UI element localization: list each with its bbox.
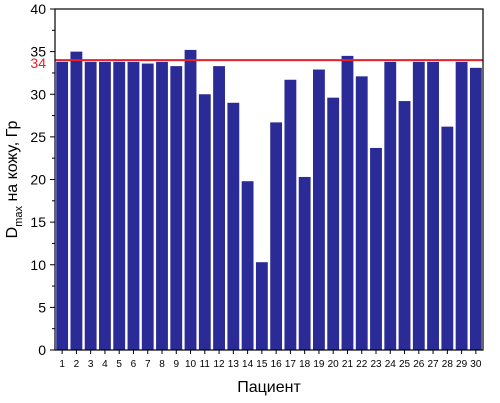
x-tick-label: 19 bbox=[313, 359, 325, 370]
x-tick-label: 14 bbox=[242, 359, 254, 370]
bar bbox=[184, 49, 197, 351]
x-tick-label: 27 bbox=[428, 359, 440, 370]
bar bbox=[355, 76, 368, 350]
bar bbox=[412, 61, 425, 350]
bar bbox=[141, 63, 154, 351]
x-tick-label: 8 bbox=[159, 359, 165, 370]
x-tick-label: 6 bbox=[131, 359, 137, 370]
y-axis-title: Dmax на кожу, Гр bbox=[4, 121, 25, 239]
x-tick-label: 24 bbox=[385, 359, 397, 370]
y-axis-title-subscript: max bbox=[13, 206, 25, 227]
y-axis-title-rest: на кожу, Гр bbox=[4, 121, 21, 206]
y-tick-label: 15 bbox=[30, 214, 46, 230]
bar-series bbox=[56, 49, 482, 351]
bar bbox=[170, 66, 183, 351]
x-tick-label: 23 bbox=[370, 359, 382, 370]
x-tick-label: 18 bbox=[299, 359, 311, 370]
bar bbox=[127, 61, 140, 350]
bar bbox=[84, 61, 97, 350]
x-tick-label: 3 bbox=[88, 359, 94, 370]
x-axis-ticks: 1 2 3 4 5 6 7 8 9 10 11 12 13 14 15 16 17 18 19 20 21 22 23 24 2… bbox=[59, 350, 482, 370]
y-tick-label: 10 bbox=[30, 257, 46, 273]
bar bbox=[441, 126, 454, 351]
x-tick-label: 15 bbox=[256, 359, 268, 370]
x-axis-title: Пациент bbox=[237, 379, 301, 396]
bar bbox=[455, 61, 468, 350]
bar bbox=[213, 66, 225, 351]
x-tick-label: 12 bbox=[214, 359, 226, 370]
x-tick-label: 17 bbox=[285, 359, 297, 370]
x-tick-label: 7 bbox=[145, 359, 151, 370]
x-tick-label: 10 bbox=[185, 359, 197, 370]
x-tick-label: 20 bbox=[328, 359, 340, 370]
y-tick-label: 35 bbox=[30, 44, 46, 60]
x-tick-label: 30 bbox=[470, 359, 482, 370]
x-tick-label: 4 bbox=[102, 359, 108, 370]
x-tick-label: 28 bbox=[442, 359, 454, 370]
y-tick-label: 30 bbox=[30, 86, 46, 102]
plot-frame bbox=[54, 8, 484, 351]
bar bbox=[270, 122, 283, 350]
bar bbox=[56, 61, 69, 350]
bar bbox=[284, 79, 297, 350]
y-axis-title-main: D bbox=[4, 227, 21, 239]
bar bbox=[398, 101, 411, 350]
y-tick-label: 5 bbox=[38, 299, 46, 315]
x-tick-label: 26 bbox=[413, 359, 425, 370]
bar bbox=[198, 94, 211, 350]
x-tick-label: 1 bbox=[59, 359, 65, 370]
x-tick-label: 25 bbox=[399, 359, 411, 370]
bar bbox=[313, 69, 325, 350]
y-tick-label: 25 bbox=[30, 129, 46, 145]
bar bbox=[227, 102, 240, 351]
x-tick-label: 2 bbox=[74, 359, 80, 370]
x-tick-label: 29 bbox=[456, 359, 468, 370]
bar bbox=[427, 61, 439, 350]
x-tick-label: 21 bbox=[342, 359, 354, 370]
bar bbox=[70, 51, 83, 350]
bar bbox=[113, 61, 126, 350]
bar bbox=[370, 147, 382, 350]
y-tick-label: 40 bbox=[30, 1, 46, 17]
bar bbox=[156, 61, 168, 350]
bar bbox=[327, 97, 340, 350]
y-axis-ticks: 0 5 10 15 20 25 30 35 40 bbox=[30, 1, 55, 358]
bar bbox=[241, 181, 254, 350]
x-tick-label: 5 bbox=[116, 359, 122, 370]
bar bbox=[255, 262, 268, 350]
x-tick-label: 22 bbox=[356, 359, 368, 370]
bar bbox=[298, 176, 311, 350]
x-tick-label: 9 bbox=[173, 359, 179, 370]
x-tick-label: 11 bbox=[200, 359, 211, 370]
reference-line-label: 34 bbox=[30, 55, 46, 71]
bar bbox=[469, 67, 482, 350]
y-tick-label: 0 bbox=[38, 342, 46, 358]
y-tick-label: 20 bbox=[30, 172, 46, 188]
bar bbox=[99, 61, 111, 350]
bar bbox=[341, 55, 354, 350]
bar bbox=[384, 61, 397, 350]
x-tick-label: 13 bbox=[228, 359, 240, 370]
x-tick-label: 16 bbox=[271, 359, 283, 370]
